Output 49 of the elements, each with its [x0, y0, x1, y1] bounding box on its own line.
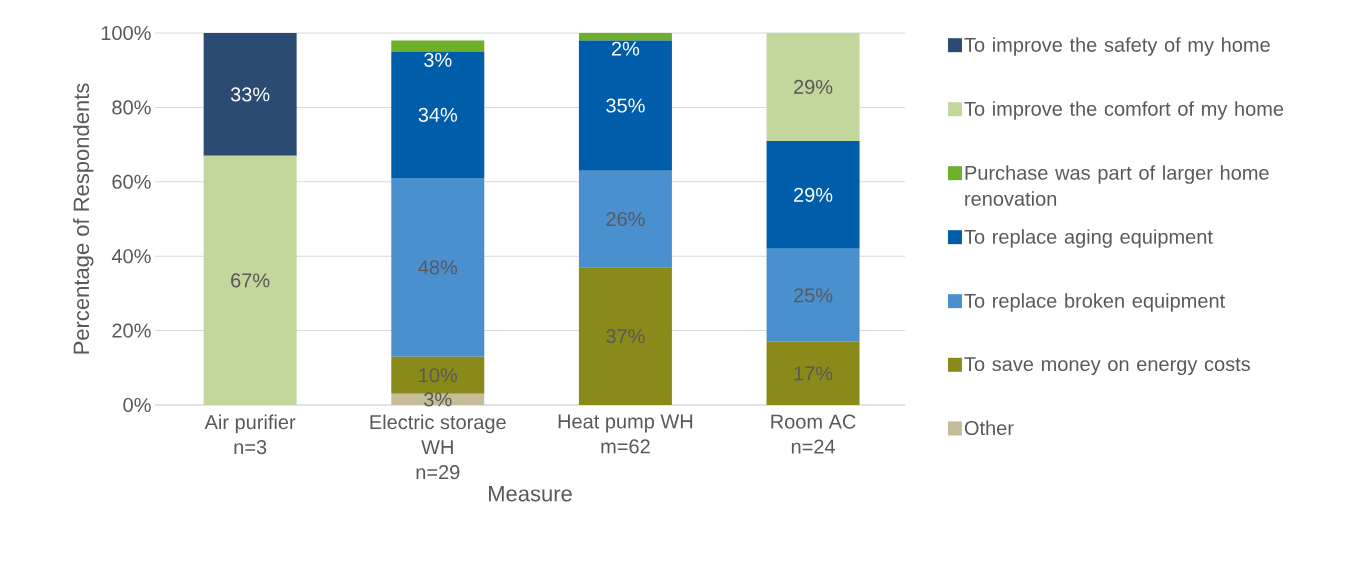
y-axis-title: Percentage of Respondents [72, 83, 94, 354]
data-label: 67% [231, 273, 270, 288]
bar [578, 170, 672, 268]
bar [203, 33, 297, 156]
data-label: 26% [606, 211, 645, 227]
data-label: 10% [419, 368, 458, 383]
data-label: 3% [424, 392, 452, 407]
x-tick-label: Heat pump WH m=62 [558, 414, 693, 454]
legend-label: Purchase was part of larger home renovation [965, 165, 1269, 206]
y-tick-label: 20% [112, 323, 151, 338]
data-label: 3% [424, 52, 452, 67]
bar [391, 356, 485, 394]
x-axis-title: Measure [489, 486, 572, 502]
bar [391, 40, 485, 52]
legend-label: To replace aging equipment [964, 229, 1213, 248]
data-label: 2% [611, 41, 640, 56]
legend-label: To improve the safety of my home [964, 37, 1270, 56]
y-tick-label: 80% [112, 100, 151, 115]
data-label: 29% [794, 79, 833, 95]
bar [578, 33, 672, 41]
bar [766, 33, 860, 141]
data-label: 37% [606, 329, 645, 344]
bar [391, 393, 485, 405]
legend-label: To replace broken equipment [964, 293, 1226, 312]
bar [203, 155, 297, 405]
data-label: 33% [230, 87, 270, 102]
bar [391, 51, 485, 179]
y-tick-label: 0% [123, 397, 151, 413]
bar [578, 267, 672, 405]
bar [766, 248, 860, 342]
y-tick-label: 40% [111, 249, 151, 264]
y-tick-label: 60% [112, 174, 151, 189]
data-label: 48% [418, 260, 458, 275]
legend-label: Other [964, 420, 1014, 436]
data-label: 34% [418, 107, 458, 122]
x-tick-label: Electric storage WH n=29 [370, 414, 506, 480]
legend-label: To save money on energy costs [964, 357, 1250, 376]
x-tick-label: Air purifier n=3 [204, 414, 296, 455]
legend-label: To improve the comfort of my home [964, 101, 1284, 120]
bar [766, 341, 860, 405]
bar [766, 140, 860, 249]
data-label: 25% [794, 288, 833, 303]
bar [578, 40, 672, 171]
y-tick-label: 100% [101, 25, 151, 41]
bar [391, 178, 485, 357]
data-label: 17% [794, 366, 833, 381]
data-label: 29% [794, 187, 833, 202]
x-tick-label: Room AC n=24 [771, 414, 856, 454]
data-label: 35% [606, 98, 645, 113]
